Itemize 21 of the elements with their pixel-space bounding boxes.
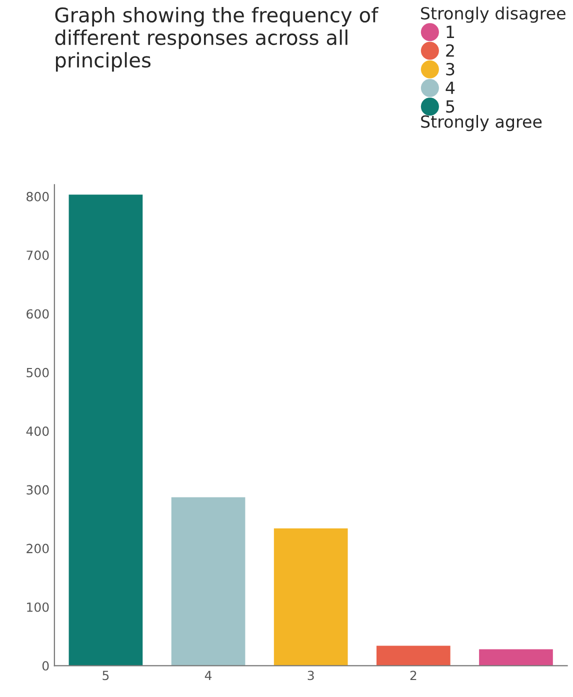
legend-title: Strongly disagree	[421, 6, 566, 23]
y-tick-label: 300	[26, 485, 49, 495]
legend-label: 2	[446, 44, 454, 57]
y-tick-label: 500	[26, 368, 49, 378]
legend-label: 4	[446, 82, 455, 94]
y-tick-label: 200	[26, 544, 49, 554]
y-tick-label: 400	[26, 426, 49, 436]
legend-label: 1	[446, 26, 454, 38]
text: Strongly agree	[421, 115, 542, 132]
legend-label: 5	[446, 100, 454, 113]
y-tick-label: 800	[26, 192, 49, 202]
x-tick-label: 5	[102, 670, 109, 680]
chart-title: Graph showing the frequency of different responses across all principles	[55, 6, 379, 72]
legend-label: 3	[446, 62, 454, 76]
y-tick-label: 0	[42, 661, 49, 671]
y-tick-label: 100	[27, 602, 49, 612]
x-tick-label: 2	[410, 670, 416, 680]
x-tick-label: 4	[204, 670, 212, 680]
x-tick-label: 3	[308, 670, 314, 680]
y-tick-label: 600	[26, 309, 49, 319]
y-tick-label: 700	[26, 250, 49, 260]
